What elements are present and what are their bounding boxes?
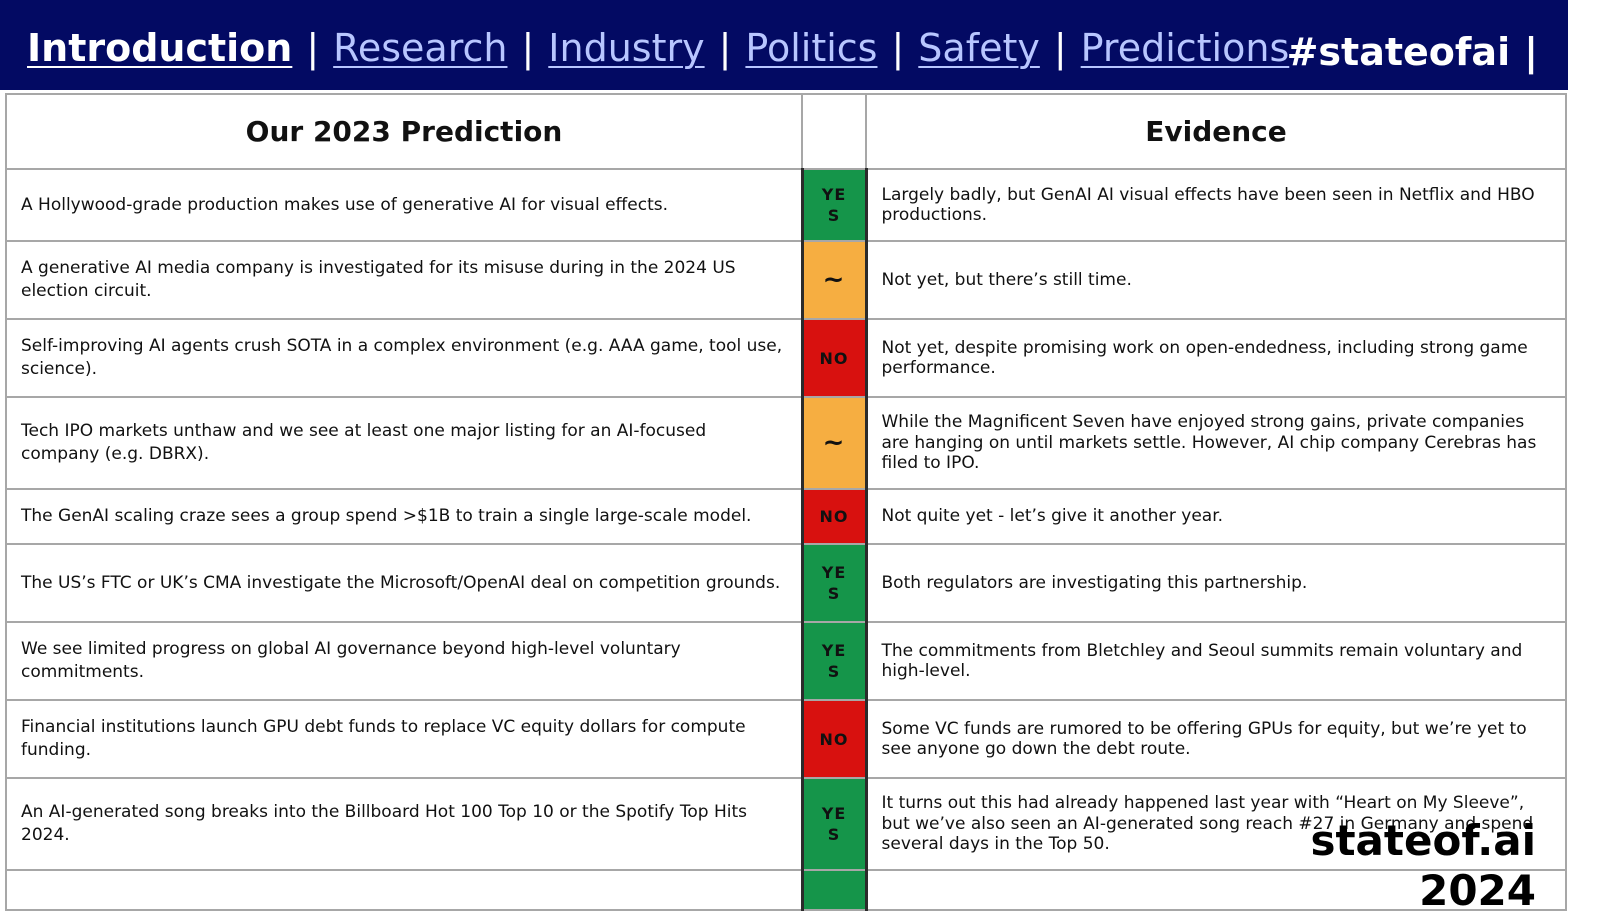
evidence-cell: Both regulators are investigating this p… <box>865 543 1567 623</box>
prediction-cell: Self-improving AI agents crush SOTA in a… <box>5 318 803 398</box>
top-nav-bar: Introduction | Research | Industry | Pol… <box>0 0 1568 90</box>
nav-separator: | <box>718 26 732 70</box>
hashtag-label: #stateofai | <box>1287 28 1538 76</box>
hashtag-text: #stateofai <box>1286 30 1511 74</box>
table-row: The GenAI scaling craze sees a group spe… <box>5 488 1567 545</box>
evidence-cell: Not yet, despite promising work on open-… <box>865 318 1567 398</box>
verdict-badge: NO <box>800 318 868 398</box>
section-nav: Introduction | Research | Industry | Pol… <box>27 24 1289 72</box>
evidence-cell: Not quite yet - let’s give it another ye… <box>865 488 1567 545</box>
nav-separator: | <box>306 26 320 70</box>
nav-link-safety[interactable]: Safety <box>918 26 1040 70</box>
brand-logo-text: stateof.ai <box>1310 816 1536 865</box>
nav-link-predictions[interactable]: Predictions <box>1080 26 1290 70</box>
verdict-badge <box>800 869 868 911</box>
nav-separator: | <box>521 26 535 70</box>
verdict-label: NO <box>819 507 849 526</box>
verdict-label: YES <box>821 185 847 225</box>
evidence-cell: Largely badly, but GenAI AI visual effec… <box>865 168 1567 242</box>
table-row: The US’s FTC or UK’s CMA investigate the… <box>5 543 1567 623</box>
nav-link-research[interactable]: Research <box>333 26 508 70</box>
verdict-label: YES <box>821 804 847 844</box>
table-row: An AI-generated song breaks into the Bil… <box>5 777 1567 871</box>
prediction-cell: Tech IPO markets unthaw and we see at le… <box>5 396 803 490</box>
verdict-badge: NO <box>800 488 868 545</box>
table-row: Tech IPO markets unthaw and we see at le… <box>5 396 1567 490</box>
predictions-table: Our 2023 Prediction Evidence A Hollywood… <box>5 93 1567 911</box>
verdict-badge: ~ <box>800 240 868 320</box>
prediction-cell: The GenAI scaling craze sees a group spe… <box>5 488 803 545</box>
verdict-badge: ~ <box>800 396 868 490</box>
table-row: Financial institutions launch GPU debt f… <box>5 699 1567 779</box>
evidence-cell: It turns out this had already happened l… <box>865 777 1567 871</box>
verdict-label: ~ <box>822 427 846 458</box>
evidence-cell: Not yet, but there’s still time. <box>865 240 1567 320</box>
verdict-badge: NO <box>800 699 868 779</box>
nav-separator: | <box>1053 26 1067 70</box>
verdict-badge: YES <box>800 543 868 623</box>
evidence-cell: The commitments from Bletchley and Seoul… <box>865 621 1567 701</box>
prediction-cell: The US’s FTC or UK’s CMA investigate the… <box>5 543 803 623</box>
verdict-badge: YES <box>800 168 868 242</box>
prediction-cell: We see limited progress on global AI gov… <box>5 621 803 701</box>
nav-link-introduction[interactable]: Introduction <box>27 26 293 70</box>
verdict-label: NO <box>819 729 849 749</box>
table-header-row: Our 2023 Prediction Evidence <box>5 93 1567 170</box>
nav-link-industry[interactable]: Industry <box>548 26 705 70</box>
verdict-badge: YES <box>800 621 868 701</box>
verdict-label: NO <box>819 348 849 368</box>
prediction-cell: Financial institutions launch GPU debt f… <box>5 699 803 779</box>
header-verdict <box>801 93 867 170</box>
nav-separator: | <box>891 26 905 70</box>
prediction-cell <box>5 869 803 911</box>
table-row: A Hollywood-grade production makes use o… <box>5 168 1567 242</box>
header-prediction: Our 2023 Prediction <box>5 93 803 170</box>
evidence-cell: While the Magnificent Seven have enjoyed… <box>865 396 1567 490</box>
header-evidence: Evidence <box>865 93 1567 170</box>
table-row: Self-improving AI agents crush SOTA in a… <box>5 318 1567 398</box>
table-row: We see limited progress on global AI gov… <box>5 621 1567 701</box>
hashtag-separator: | <box>1524 30 1538 74</box>
evidence-cell: Some VC funds are rumored to be offering… <box>865 699 1567 779</box>
prediction-cell: An AI-generated song breaks into the Bil… <box>5 777 803 871</box>
verdict-badge: YES <box>800 777 868 871</box>
prediction-cell: A Hollywood-grade production makes use o… <box>5 168 803 242</box>
prediction-cell: A generative AI media company is investi… <box>5 240 803 320</box>
nav-link-politics[interactable]: Politics <box>745 26 878 70</box>
verdict-label: YES <box>821 641 847 681</box>
verdict-label: ~ <box>822 264 846 295</box>
table-row <box>5 869 1567 911</box>
report-year: 2024 <box>1419 866 1536 915</box>
verdict-label: YES <box>821 563 847 603</box>
table-row: A generative AI media company is investi… <box>5 240 1567 320</box>
